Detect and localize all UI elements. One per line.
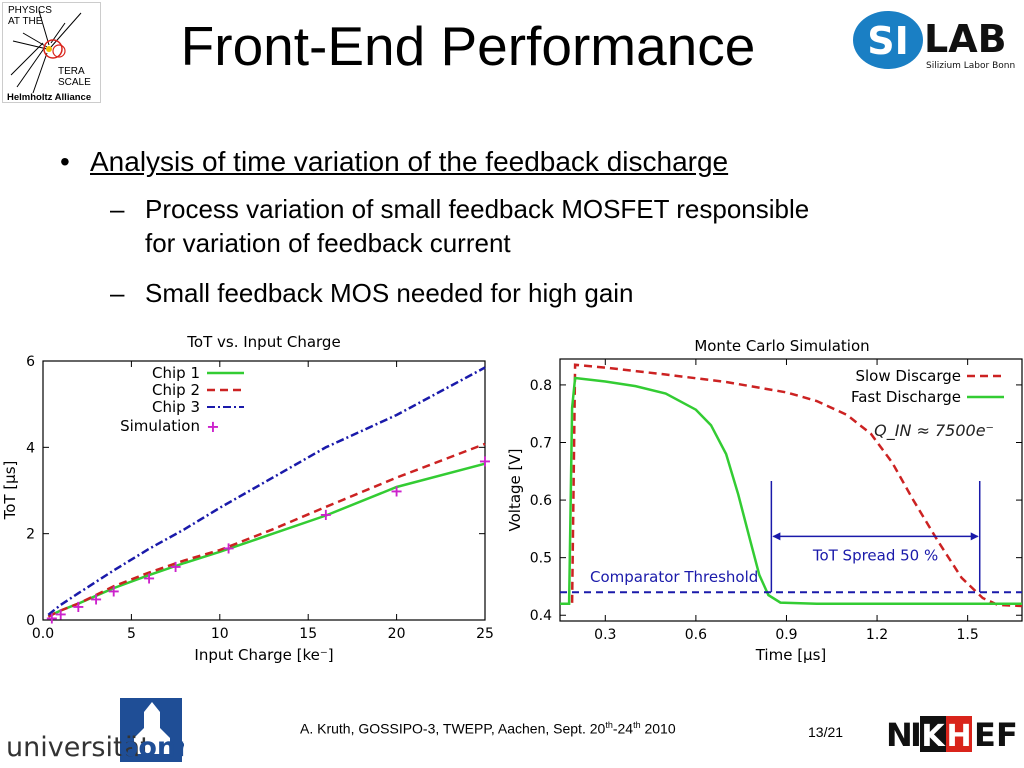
chart2-ytick-label: 0.7	[530, 435, 552, 451]
chart2-ytick-label: 0.5	[530, 551, 552, 567]
nikhef-f: F	[996, 716, 1018, 754]
chart2-ytick-label: 0.4	[530, 608, 552, 624]
chart2-spread-arrowhead-right	[970, 532, 979, 541]
chart2-xtick-label: 0.3	[594, 627, 616, 643]
chart1-legend: Chip 1 Chip 2 Chip 3 Simulation +	[120, 364, 244, 436]
uni-bonn-logo: universität bonn	[4, 698, 195, 763]
footer-post: 2010	[640, 720, 676, 737]
bullet-symbol: •	[60, 146, 70, 177]
chart2-ytick-label: 0.8	[530, 378, 552, 394]
chart1-xtick-label: 20	[388, 626, 406, 642]
silab-logo: SI LAB Silizium Labor Bonn	[853, 11, 1015, 71]
footer-sup1: th	[605, 720, 613, 730]
silab-logo-lab: LAB	[924, 17, 1007, 61]
chart1-simulation-point: +	[72, 597, 85, 616]
sub-bullet-1-dash: –	[110, 194, 125, 224]
bullet-main: • Analysis of time variation of the feedb…	[60, 146, 728, 178]
chart1-simulation-point: +	[45, 608, 58, 627]
chart1-frame	[42, 360, 486, 621]
chart1-ylabel: ToT [µs]	[1, 461, 19, 521]
chart2-xtick-label: 0.9	[775, 627, 797, 643]
chart1-simulation-point: +	[222, 538, 235, 557]
nikhef-e: E	[974, 716, 996, 754]
terascale-logo-top-text: PHYSICS AT THE	[8, 5, 52, 27]
chart1-xlabel: Input Charge [ke⁻]	[194, 646, 333, 664]
sub-bullet-1-line1: Process variation of small feedback MOSF…	[145, 194, 810, 224]
bullet-main-text: Analysis of time variation of the feedba…	[90, 146, 729, 177]
legend-chip1: Chip 1	[152, 364, 200, 382]
nikhef-i: I	[910, 716, 922, 754]
chart2-spread-label: ToT Spread 50 %	[812, 546, 938, 564]
chart2-frame	[559, 358, 1023, 622]
chart1-simulation-point: +	[169, 557, 182, 576]
nikhef-h: H	[946, 719, 971, 754]
nikhef-k: K	[921, 719, 946, 754]
sub-bullet-2-text: Small feedback MOS needed for high gain	[145, 278, 634, 308]
uni-bonn-emblem-tower	[134, 702, 170, 754]
slide-title: Front-End Performance	[180, 15, 756, 77]
nikhef-k-block	[920, 716, 946, 752]
chart1-simulation-point: +	[390, 482, 403, 501]
chart1-title: ToT vs. Input Charge	[186, 333, 340, 351]
legend-slow: Slow Discarge	[855, 367, 961, 385]
footer-sup2: th	[633, 720, 641, 730]
chart1-ytick-label: 0	[26, 613, 35, 629]
uni-bonn-emblem: universität bonn	[6, 698, 195, 763]
terascale-logo-mid-text: TERA SCALE	[58, 66, 91, 88]
chart1-series-chip-2	[47, 442, 486, 618]
chart2-title: Monte Carlo Simulation	[694, 337, 869, 355]
sub-bullet-1-line2: for variation of feedback current	[145, 228, 511, 258]
legend-simulation: Simulation	[120, 417, 200, 435]
footer-pre: A. Kruth, GOSSIPO-3, TWEPP, Aachen, Sept…	[300, 720, 606, 737]
chart1-simulation-point: +	[107, 582, 120, 601]
chart2-ytick-label: 0.6	[530, 493, 552, 509]
silab-logo-sub: Silizium Labor Bonn	[926, 61, 1015, 71]
chart1-xtick-label: 5	[127, 626, 136, 642]
footer-mid: -24	[612, 720, 634, 737]
silab-logo-oval	[853, 11, 923, 69]
chart1-xtick-label: 0.0	[32, 626, 54, 642]
nikhef-logo: N I K H E F	[886, 716, 1018, 754]
chart1-simulation-point: +	[142, 569, 155, 588]
uni-bonn-text-b: bonn	[119, 732, 184, 762]
chart1-simulation-point: +	[319, 505, 332, 524]
chart1-xtick-label: 25	[476, 626, 494, 642]
silab-logo-si: SI	[867, 19, 909, 63]
chart-monte-carlo: Monte Carlo Simulation 0.3 0.6 0.9 1.2 1.5 0.…	[506, 337, 1023, 664]
chart1-ytick-label: 6	[26, 354, 35, 370]
terascale-logo-graphic	[10, 10, 82, 94]
chart1-series-chip-3	[47, 366, 486, 616]
nikhef-n: N	[886, 716, 913, 754]
chart1-xtick-label: 10	[211, 626, 229, 642]
legend-chip2: Chip 2	[152, 381, 200, 399]
chart2-ylabel: Voltage [V]	[506, 449, 524, 532]
chart2-annotation: Q_IN ≈ 7500e⁻	[874, 421, 994, 441]
sub-bullet-2-dash: –	[110, 278, 125, 308]
chart2-series-fast-discharge	[560, 376, 1022, 605]
legend-simulation-marker: +	[206, 417, 219, 436]
terascale-logo: PHYSICS AT THE TERA SCALE Helmholtz Alli…	[2, 2, 101, 103]
chart1-simulation-point: +	[54, 605, 67, 624]
chart1-simulation-point: +	[89, 589, 102, 608]
chart1-ytick-label: 4	[26, 440, 35, 456]
chart1-xtick-label: 15	[299, 626, 317, 642]
footer-citation: A. Kruth, GOSSIPO-3, TWEPP, Aachen, Sept…	[300, 720, 676, 737]
chart2-spread-arrowhead-left	[772, 532, 781, 541]
uni-bonn-text-a: universität	[6, 732, 151, 762]
chart2-legend: Slow Discarge Fast Discharge	[851, 367, 1004, 406]
chart1-ytick-label: 2	[26, 527, 35, 543]
terascale-logo-bottom-text: Helmholtz Alliance	[7, 92, 92, 103]
legend-fast: Fast Discharge	[851, 388, 961, 406]
chart2-xtick-label: 1.2	[866, 627, 888, 643]
nikhef-h-block	[946, 716, 972, 752]
page-number: 13/21	[808, 724, 844, 740]
chart1-simulation-point: +	[478, 451, 491, 470]
chart2-xlabel: Time [µs]	[755, 646, 827, 664]
chart2-threshold-label: Comparator Threshold	[590, 568, 758, 586]
legend-chip3: Chip 3	[152, 398, 200, 416]
chart2-xtick-label: 0.6	[685, 627, 707, 643]
chart2-xtick-label: 1.5	[957, 627, 979, 643]
